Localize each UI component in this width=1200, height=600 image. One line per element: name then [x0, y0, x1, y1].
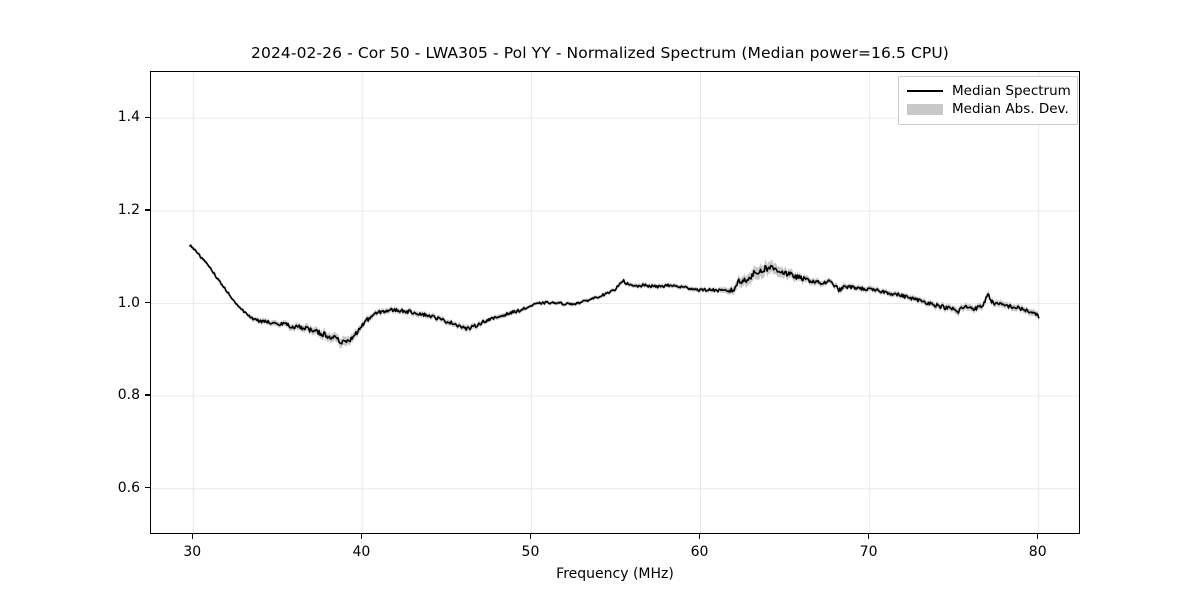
legend-patch-icon	[907, 102, 943, 116]
x-tick-label: 70	[859, 544, 878, 560]
x-tick-mark	[191, 534, 193, 539]
y-tick-label: 1.0	[117, 294, 140, 311]
y-tick-mark	[145, 209, 150, 211]
legend-label-median-spectrum: Median Spectrum	[952, 83, 1071, 99]
x-tick-mark	[1037, 534, 1039, 539]
plot-area	[150, 71, 1080, 534]
grid-lines	[151, 72, 1079, 533]
median-spectrum-line	[189, 244, 1040, 345]
y-tick-mark	[145, 394, 150, 396]
chart-title: 2024-02-26 - Cor 50 - LWA305 - Pol YY - …	[251, 44, 949, 62]
y-tick-label: 1.4	[117, 109, 140, 126]
y-tick-mark	[145, 301, 150, 304]
legend-item-median-spectrum: Median Spectrum	[907, 82, 1071, 100]
x-tick-label: 80	[1028, 544, 1047, 560]
legend-label-median-abs-dev: Median Abs. Dev.	[952, 101, 1069, 117]
y-tick-mark	[145, 487, 150, 489]
legend-line-icon	[907, 84, 943, 98]
x-tick-mark	[867, 534, 870, 539]
x-tick-mark	[698, 534, 701, 539]
spectrum-plot-svg	[151, 72, 1079, 533]
x-tick-label: 60	[690, 544, 709, 560]
x-tick-mark	[360, 534, 362, 539]
x-tick-mark	[529, 534, 532, 539]
x-tick-label: 40	[352, 544, 371, 560]
x-axis-label: Frequency (MHz)	[556, 566, 674, 582]
y-tick-label: 1.2	[117, 201, 140, 218]
legend-item-median-abs-dev: Median Abs. Dev.	[907, 100, 1069, 118]
y-tick-label: 0.8	[117, 387, 140, 404]
y-tick-mark	[145, 116, 150, 118]
y-tick-label: 0.6	[117, 479, 140, 496]
x-tick-label: 50	[521, 544, 540, 560]
chart-legend: Median Spectrum Median Abs. Dev.	[898, 76, 1078, 125]
x-tick-label: 30	[183, 544, 202, 560]
